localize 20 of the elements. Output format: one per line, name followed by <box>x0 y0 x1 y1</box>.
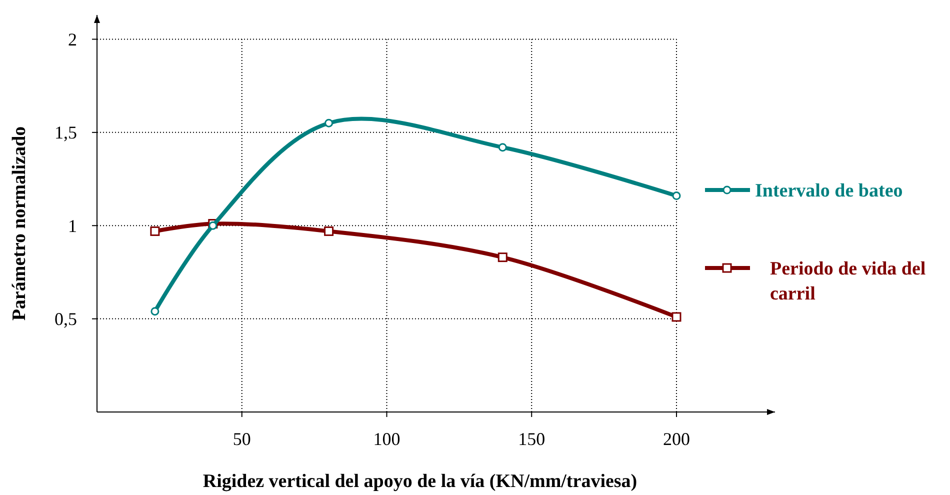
y-tick-label: 2 <box>68 30 77 50</box>
point <box>672 192 681 200</box>
point <box>672 312 682 322</box>
x-tick-label: 100 <box>373 429 400 449</box>
point <box>150 226 160 236</box>
y-tick-label: 0,5 <box>54 309 77 330</box>
x-axis-title: Rigidez vertical del apoyo de la vía (KN/mm/traviesa) <box>202 471 638 492</box>
point <box>324 226 334 236</box>
x-tick-label: 200 <box>662 429 690 449</box>
point <box>498 252 508 262</box>
y-tick-label: 1,5 <box>54 122 77 143</box>
legend-label: Intervalo de bateo <box>755 180 903 202</box>
point <box>324 118 334 128</box>
point <box>498 143 507 152</box>
y-tick-label: 1 <box>68 216 77 236</box>
point <box>150 307 160 316</box>
y-axis-title: Parámetro normalizado <box>9 126 30 321</box>
x-tick-label: 150 <box>518 429 546 449</box>
x-tick-label: 50 <box>232 429 251 449</box>
legend-label: Periodo de vida del carril <box>770 258 926 304</box>
